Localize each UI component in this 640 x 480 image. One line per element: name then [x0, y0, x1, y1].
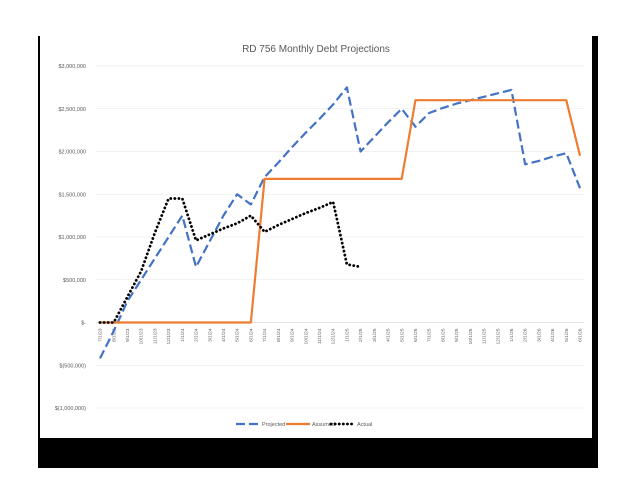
- x-tick-label: 10/1/23: [139, 328, 145, 344]
- bottom-black-bar: [38, 438, 598, 468]
- y-tick-label: $2,500,000: [58, 107, 86, 113]
- x-tick-label: 10/1/24: [303, 328, 309, 344]
- y-tick-label: $2,000,000: [58, 150, 86, 156]
- y-tick-label: $1,000,000: [58, 235, 86, 241]
- legend-label-projected: Projected: [262, 422, 285, 428]
- x-axis-tick-labels: 7/1/23 8/1/23 9/1/23 10/1/23 11/1/23 12/1/23 1…: [98, 328, 584, 344]
- x-tick-label: 9/1/25: [454, 328, 460, 342]
- x-tick-label: 4/1/25: [386, 328, 392, 342]
- x-tick-label: 7/1/25: [427, 328, 433, 342]
- x-tick-label: 6/1/25: [413, 328, 419, 342]
- x-tick-label: 11/1/23: [152, 328, 158, 344]
- y-tick-label: $3,000,000: [58, 64, 86, 70]
- x-tick-label: 8/1/25: [440, 328, 446, 342]
- x-tick-label: 3/1/26: [536, 328, 542, 342]
- x-tick-label: 12/1/24: [331, 328, 337, 344]
- y-tick-label: $(500,000): [59, 363, 86, 369]
- y-tick-label: $(1,000,000): [55, 406, 86, 412]
- x-tick-label: 3/1/24: [207, 328, 213, 342]
- x-tick-label: 10/1/25: [468, 328, 474, 344]
- y-axis-tick-labels: $3,000,000 $2,500,000 $2,000,000 $1,500,000…: [55, 64, 86, 412]
- series-line-actual: [98, 197, 362, 324]
- x-tick-label: 2/1/25: [358, 328, 364, 342]
- x-tick-label: 4/1/26: [550, 328, 556, 342]
- x-tick-label: 9/1/24: [290, 328, 296, 342]
- x-tick-label: 7/1/23: [98, 328, 104, 342]
- left-border: [38, 36, 40, 438]
- x-tick-label: 12/1/25: [495, 328, 501, 344]
- legend-label-assumed: Assumed: [312, 422, 335, 428]
- x-tick-label: 11/1/25: [482, 328, 488, 344]
- x-tick-label: 6/1/24: [248, 328, 254, 342]
- x-tick-label: 1/1/24: [180, 328, 186, 342]
- series-line-assumed: [100, 99, 582, 324]
- y-tick-label: $500,000: [63, 278, 86, 284]
- x-tick-label: 6/1/26: [578, 328, 584, 342]
- x-tick-label: 4/1/24: [221, 328, 227, 342]
- x-tick-label: 8/1/23: [111, 328, 117, 342]
- x-tick-label: 2/1/24: [194, 328, 200, 342]
- x-tick-label: 3/1/25: [372, 328, 378, 342]
- x-tick-label: 9/1/23: [125, 328, 131, 342]
- x-tick-label: 1/1/26: [509, 328, 515, 342]
- series-lines: [98, 86, 582, 359]
- series-line-projected: [99, 86, 582, 359]
- x-tick-label: 5/1/26: [564, 328, 570, 342]
- y-tick-label: $1,500,000: [58, 192, 86, 198]
- legend: Projected Assumed Actual: [236, 422, 372, 428]
- y-tick-label: $-: [81, 321, 86, 327]
- x-tick-label: 1/1/25: [344, 328, 350, 342]
- legend-label-actual: Actual: [357, 422, 372, 428]
- gridlines: [96, 65, 584, 409]
- x-tick-label: 11/1/24: [317, 328, 323, 344]
- x-tick-label: 7/1/24: [262, 328, 268, 342]
- x-tick-label: 5/1/25: [399, 328, 405, 342]
- x-tick-label: 12/1/23: [166, 328, 172, 344]
- x-tick-label: 5/1/24: [235, 328, 241, 342]
- x-tick-label: 2/1/26: [523, 328, 529, 342]
- x-tick-label: 8/1/24: [276, 328, 282, 342]
- right-border: [592, 36, 598, 438]
- chart-title: RD 756 Monthly Debt Projections: [242, 44, 390, 55]
